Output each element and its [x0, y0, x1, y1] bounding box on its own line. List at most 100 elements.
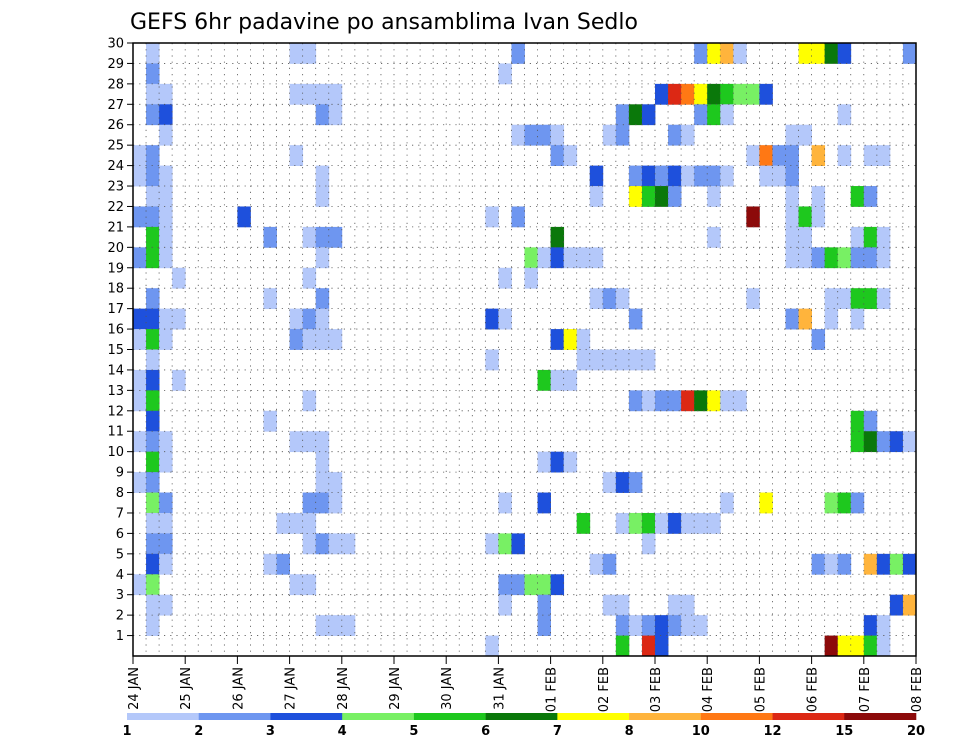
y-tick-label: 23 — [107, 180, 124, 195]
heatmap-cell — [315, 533, 330, 555]
heatmap-cell — [146, 308, 160, 330]
heatmap-cell — [315, 226, 330, 248]
heatmap-cell — [798, 247, 812, 269]
heatmap-cell — [498, 594, 512, 616]
heatmap-cell — [302, 431, 317, 453]
heatmap-cell — [146, 63, 160, 85]
heatmap-cell — [863, 410, 878, 432]
heatmap-cell — [681, 165, 695, 187]
heatmap-cell — [785, 308, 799, 330]
colorbar-label: 1 — [122, 724, 131, 739]
y-tick-label: 1 — [116, 629, 124, 644]
heatmap-cell — [720, 43, 734, 64]
heatmap-cell — [576, 349, 591, 371]
heatmap-cell — [668, 83, 682, 105]
heatmap-cell — [550, 451, 565, 473]
heatmap-cell — [146, 472, 160, 493]
heatmap-cell — [720, 492, 734, 514]
heatmap-cell — [628, 472, 643, 493]
heatmap-cell — [837, 104, 852, 126]
heatmap-cell — [863, 247, 878, 269]
heatmap-cell — [863, 288, 878, 310]
heatmap-cell — [628, 165, 643, 187]
heatmap-cell — [837, 43, 852, 64]
heatmap-cell — [707, 186, 721, 207]
heatmap-cell — [628, 615, 643, 636]
heatmap-cell — [694, 615, 708, 636]
heatmap-cell — [824, 553, 839, 575]
heatmap-cell — [837, 635, 852, 657]
heatmap-cell — [694, 43, 708, 64]
heatmap-cell — [811, 186, 826, 207]
x-tick-label: 24 JAN — [127, 667, 142, 710]
heatmap-cell — [498, 267, 512, 289]
x-tick-label: 28 JAN — [336, 667, 351, 710]
heatmap-cell — [302, 533, 317, 555]
heatmap-cell — [537, 615, 551, 636]
heatmap-cell — [133, 390, 147, 412]
heatmap-cell — [315, 615, 330, 636]
heatmap-cell — [159, 124, 173, 146]
heatmap-cell — [759, 83, 773, 105]
heatmap-cell — [159, 83, 173, 105]
colorbar-swatch — [629, 713, 702, 720]
heatmap-cell — [850, 308, 865, 330]
heatmap-cell — [563, 329, 578, 350]
colorbar-swatch — [844, 713, 917, 720]
heatmap-cell — [146, 288, 160, 310]
heatmap-cell — [133, 165, 147, 187]
heatmap-cell — [694, 104, 708, 126]
heatmap-cell — [289, 83, 304, 105]
heatmap-cell — [146, 574, 160, 596]
heatmap-cell — [641, 390, 656, 412]
heatmap-cell — [733, 390, 747, 412]
y-tick-label: 16 — [107, 323, 124, 338]
heatmap-cell — [798, 206, 812, 228]
heatmap-cell — [850, 247, 865, 269]
heatmap-cell — [146, 410, 160, 432]
heatmap-cell — [902, 43, 917, 64]
heatmap-cell — [498, 574, 512, 596]
heatmap-cell — [537, 124, 551, 146]
heatmap-cell — [641, 635, 656, 657]
heatmap-cell — [146, 43, 160, 64]
heatmap-cell — [172, 308, 186, 330]
heatmap-cell — [576, 512, 591, 534]
colorbar-swatch — [485, 713, 558, 720]
heatmap-cell — [746, 145, 760, 166]
heatmap-cell — [146, 145, 160, 166]
heatmap-cell — [707, 390, 721, 412]
heatmap-cell — [641, 512, 656, 534]
heatmap-cell — [785, 247, 799, 269]
heatmap-cell — [550, 145, 565, 166]
heatmap-cell — [146, 349, 160, 371]
heatmap-cell — [511, 124, 525, 146]
y-tick-label: 9 — [116, 466, 124, 481]
x-tick-label: 25 JAN — [179, 667, 194, 710]
heatmap-cell — [146, 369, 160, 391]
heatmap-cell — [146, 594, 160, 616]
heatmap-cell — [681, 512, 695, 534]
heatmap-cell — [146, 104, 160, 126]
heatmap-cell — [837, 145, 852, 166]
heatmap-cell — [159, 492, 173, 514]
heatmap-cell — [550, 329, 565, 350]
heatmap-cell — [315, 431, 330, 453]
y-tick-label: 20 — [107, 241, 124, 256]
y-axis: 1234567891011121314151617181920212223242… — [107, 37, 133, 644]
heatmap-cell — [785, 145, 799, 166]
colorbar-label: 20 — [907, 724, 925, 739]
heatmap-cell — [876, 431, 891, 453]
heatmap-cell — [668, 594, 682, 616]
heatmap-cell — [524, 124, 538, 146]
heatmap-cell — [876, 247, 891, 269]
x-tick-label: 04 FEB — [701, 667, 716, 712]
heatmap-cell — [889, 594, 904, 616]
heatmap-cell — [315, 451, 330, 473]
heatmap-cell — [602, 288, 617, 310]
heatmap-cell — [589, 553, 604, 575]
heatmap-cell — [655, 83, 669, 105]
heatmap-cell — [824, 288, 839, 310]
heatmap-cell — [681, 83, 695, 105]
colorbar-label: 6 — [481, 724, 490, 739]
